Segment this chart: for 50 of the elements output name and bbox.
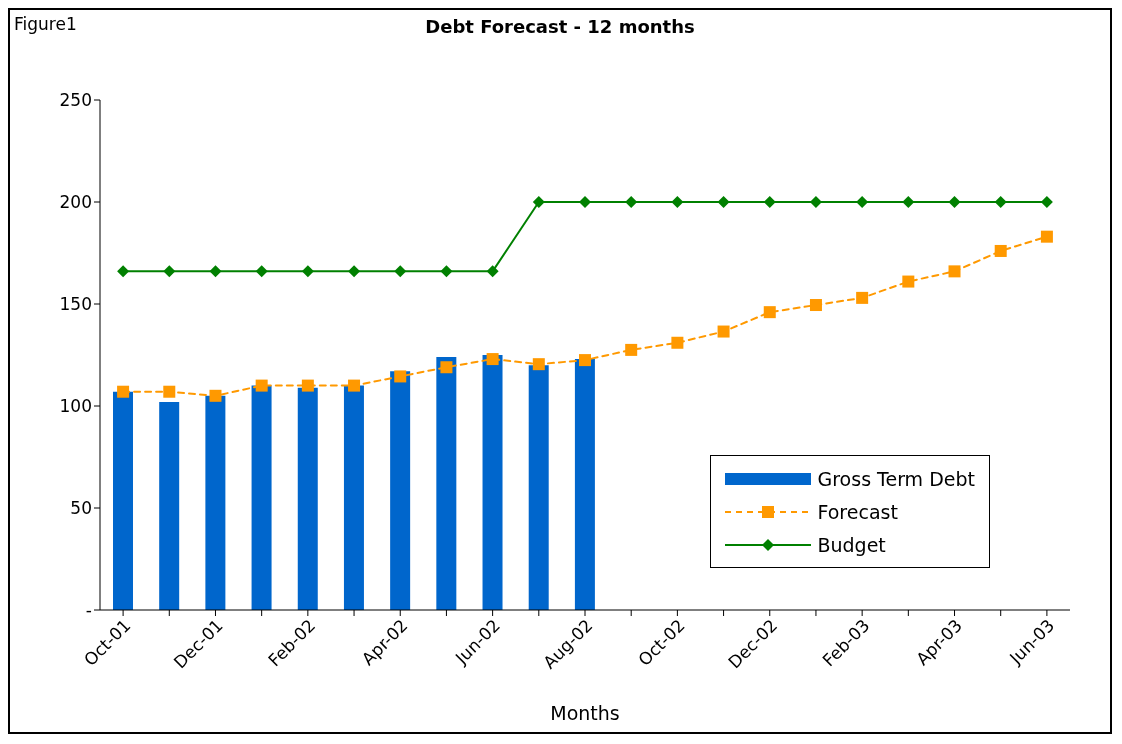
point [994, 244, 1007, 257]
y-tick-label: 250 [59, 90, 92, 111]
point [117, 385, 130, 398]
point [255, 265, 268, 278]
y-tick-label: - [85, 600, 92, 621]
point [440, 265, 453, 278]
point [394, 265, 407, 278]
point [902, 196, 915, 208]
point [394, 370, 407, 383]
point [348, 379, 361, 392]
point [948, 196, 961, 208]
point [255, 379, 268, 392]
chart-title: Debt Forecast - 12 months [425, 16, 695, 37]
legend-label: Gross Term Debt [817, 467, 975, 490]
point [717, 196, 730, 208]
point [532, 196, 545, 208]
y-tick-label: 200 [59, 192, 92, 213]
point [856, 291, 869, 304]
point [763, 306, 776, 319]
point [348, 265, 361, 278]
point [763, 196, 776, 208]
point [579, 354, 591, 367]
point [579, 196, 591, 208]
x-axis-title: Months [550, 702, 620, 724]
point [671, 336, 684, 349]
legend-label: Forecast [817, 500, 898, 523]
y-tick-label: 100 [59, 396, 92, 417]
point [948, 265, 961, 278]
point [809, 299, 822, 312]
point [717, 325, 730, 338]
point [671, 196, 684, 208]
point [209, 265, 222, 278]
point [1040, 230, 1053, 243]
point [440, 361, 453, 374]
point [532, 358, 545, 371]
point [117, 265, 130, 278]
point [625, 343, 638, 356]
y-tick-label: 150 [59, 294, 92, 315]
caption: Figure1 [14, 14, 77, 34]
point [994, 196, 1007, 208]
point [163, 265, 176, 278]
point [486, 353, 499, 366]
point [301, 379, 314, 392]
point [209, 389, 222, 402]
point [163, 385, 176, 398]
point [902, 275, 915, 288]
legend-label: Budget [817, 533, 886, 556]
y-tick-label: 50 [70, 498, 92, 519]
point [486, 265, 499, 278]
point [301, 265, 314, 278]
